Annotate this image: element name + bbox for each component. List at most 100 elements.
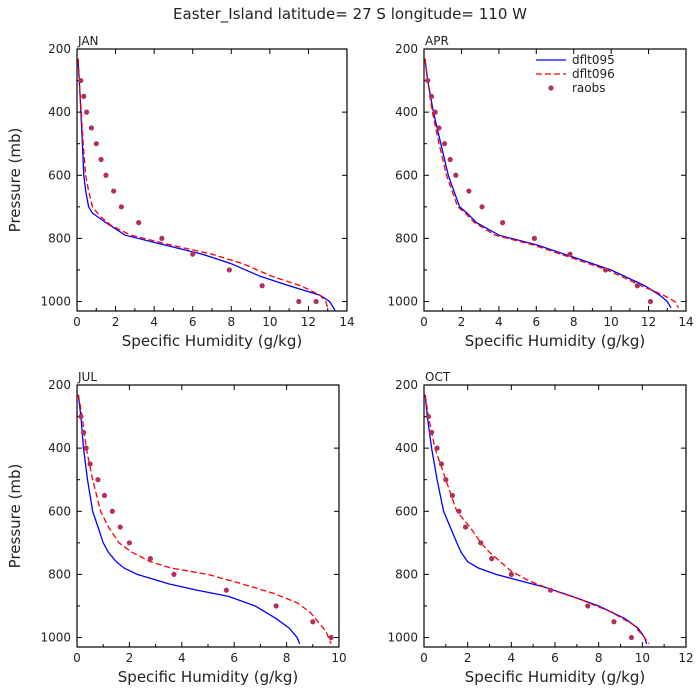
panel-label: OCT (425, 370, 451, 384)
raobs-point (87, 461, 93, 467)
raobs-point (118, 204, 124, 210)
y-tick-label: 200 (395, 42, 418, 56)
raobs-point (95, 477, 101, 483)
y-tick-label: 800 (48, 231, 71, 245)
raobs-point (432, 109, 438, 115)
raobs-point (80, 429, 87, 435)
y-tick-label: 400 (395, 105, 418, 119)
raobs-point (273, 603, 279, 609)
raobs-point (259, 283, 265, 289)
panel-label: JUL (77, 370, 97, 384)
raobs-point (611, 619, 617, 625)
x-tick-label: 4 (508, 651, 516, 665)
raobs-point (78, 413, 84, 420)
data-layer (424, 394, 650, 645)
x-tick-label: 2 (126, 651, 134, 665)
panel-apr: APR 0 2 4 6 8 10 12 14 200 400 600 800 1000 Specific H… (387, 34, 693, 350)
x-tick-label: 8 (283, 651, 291, 665)
y-tick-label: 600 (48, 168, 71, 182)
x-tick-label: 0 (73, 315, 81, 329)
y-tick-label: 1000 (387, 295, 418, 309)
raobs-point (428, 93, 435, 99)
raobs-point (508, 571, 514, 577)
plot-frame (423, 48, 687, 312)
series-line-dflt095 (424, 58, 672, 309)
raobs-point (101, 492, 108, 499)
raobs-point (111, 188, 117, 194)
y-tick-label: 600 (395, 168, 418, 182)
raobs-point (159, 235, 165, 241)
y-tick-label: 1000 (387, 631, 418, 645)
x-tick-label: 4 (178, 651, 186, 665)
raobs-point (441, 141, 448, 147)
figure-title: Easter_Island latitude= 27 S longitude= … (173, 5, 527, 24)
data-layer (77, 394, 334, 645)
x-tick-label: 0 (420, 315, 428, 329)
raobs-point (296, 298, 302, 305)
raobs-point (479, 204, 485, 210)
raobs-point (447, 156, 453, 163)
raobs-point (585, 603, 591, 609)
x-tick-label: 6 (551, 651, 559, 665)
panel-label: APR (425, 34, 449, 48)
raobs-point (84, 109, 90, 115)
x-axis-title: Specific Humidity (g/kg) (465, 668, 645, 686)
x-axis-title: Specific Humidity (g/kg) (118, 668, 298, 686)
x-tick-label: 14 (678, 315, 693, 329)
raobs-point (81, 93, 87, 99)
raobs-point (425, 413, 431, 420)
x-tick-label: 2 (464, 651, 472, 665)
plot-frame (76, 384, 340, 648)
x-tick-label: 8 (227, 315, 235, 329)
raobs-point (313, 298, 319, 305)
y-tick-label: 600 (395, 504, 418, 518)
raobs-point (171, 571, 177, 577)
raobs-point (647, 298, 654, 305)
raobs-point (449, 492, 455, 499)
legend-label-raobs: raobs (572, 81, 606, 95)
y-tick-label: 200 (395, 378, 418, 392)
raobs-point (429, 429, 435, 435)
raobs-point (602, 267, 609, 273)
raobs-point (425, 77, 431, 84)
raobs-point (126, 540, 132, 546)
raobs-point (531, 235, 538, 241)
plot-frame (423, 384, 687, 648)
raobs-point (548, 587, 554, 593)
series-line-dflt096 (424, 58, 680, 309)
legend-label-dflt096: dflt096 (572, 67, 615, 81)
plot-frame (76, 48, 348, 312)
y-tick-label: 1000 (40, 631, 71, 645)
series-line-dflt096 (77, 58, 329, 308)
x-tick-label: 8 (570, 315, 578, 329)
x-tick-label: 10 (635, 651, 650, 665)
raobs-point (136, 220, 142, 226)
series-line-dflt095 (77, 58, 336, 311)
y-tick-label: 800 (395, 567, 418, 581)
x-tick-label: 4 (150, 315, 158, 329)
raobs-point (478, 540, 484, 546)
x-tick-label: 12 (641, 315, 656, 329)
x-axis-title: Specific Humidity (g/kg) (465, 332, 645, 350)
x-tick-label: 14 (339, 315, 354, 329)
panel-label: JAN (77, 34, 99, 48)
y-tick-label: 600 (48, 504, 71, 518)
y-axis-title: Pressure (mb) (6, 128, 24, 233)
y-tick-label: 400 (48, 441, 71, 455)
x-tick-label: 0 (73, 651, 81, 665)
raobs-point (223, 587, 229, 593)
raobs-point (328, 634, 334, 641)
raobs-point (438, 461, 445, 467)
x-tick-label: 10 (604, 315, 619, 329)
series-line-dflt096 (77, 394, 332, 645)
raobs-point (567, 251, 573, 257)
y-tick-label: 800 (395, 231, 418, 245)
raobs-point (443, 477, 449, 483)
legend-swatch-raobs (548, 85, 554, 91)
y-tick-label: 200 (48, 378, 71, 392)
x-tick-label: 2 (112, 315, 120, 329)
raobs-point (310, 619, 316, 625)
raobs-point (453, 172, 459, 178)
